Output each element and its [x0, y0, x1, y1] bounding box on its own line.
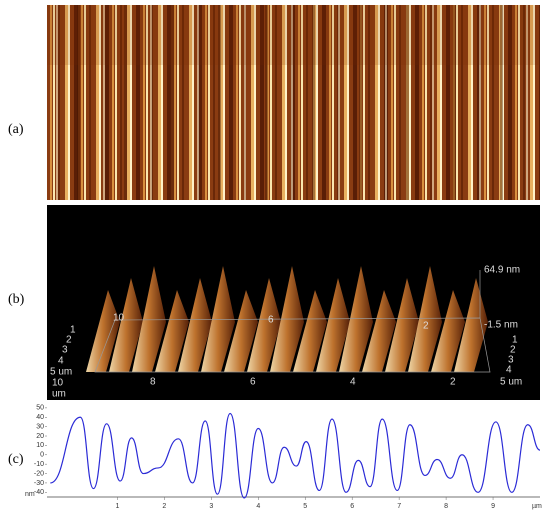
front-tick: 8: [150, 377, 156, 388]
y-unit: nm: [25, 491, 35, 498]
peak: [385, 278, 419, 372]
depth-tick: 4: [506, 365, 512, 376]
peak: [408, 266, 442, 372]
z-min: -1.5 nm: [484, 320, 518, 331]
profile-chart: 50 40 30 20 10 0 -10 -20 -30 -40 1 2 3 4 5 6 7 8 9 nm µm: [25, 405, 542, 510]
x-tick-label: 5: [303, 503, 307, 510]
back-tick: 6: [268, 315, 274, 326]
peak: [224, 290, 258, 372]
y-tick-label: 30: [36, 423, 44, 430]
panel-label: (b): [8, 292, 25, 307]
x-unit: µm: [532, 503, 542, 510]
y-tick-label: 20: [36, 433, 44, 440]
x-tick-label: 9: [491, 503, 495, 510]
front-right: 5 um: [500, 377, 522, 388]
x-tick-label: 4: [256, 503, 260, 510]
x-tick-label: 8: [444, 503, 448, 510]
back-tick: 10: [113, 313, 125, 324]
surface: [86, 266, 488, 372]
depth-tick: 3: [62, 345, 68, 356]
front-unit: um: [52, 389, 66, 400]
base-frame: [94, 317, 491, 373]
profile-line: [50, 412, 541, 499]
panel-label: (a): [8, 122, 24, 137]
peak: [293, 290, 327, 372]
front-tick: 2: [450, 377, 456, 388]
depth-tick: 1: [70, 325, 76, 336]
y-tick-label: 0: [40, 452, 44, 459]
front-tick: 6: [250, 377, 256, 388]
y-tick-label: -40: [34, 489, 44, 496]
y-tick-label: -30: [34, 480, 44, 487]
peak: [247, 278, 281, 372]
back-tick: 2: [423, 321, 429, 332]
depth-tick: 3: [508, 355, 514, 366]
y-tick-label: -10: [34, 461, 44, 468]
afm-overlay: [47, 5, 540, 200]
panel-label: (c): [8, 452, 24, 467]
peak: [201, 266, 235, 372]
y-tick-label: 10: [36, 442, 44, 449]
depth-tick: 1: [512, 335, 518, 346]
y-tick-label: -20: [34, 470, 44, 477]
afm-shade: [47, 5, 540, 65]
peak: [362, 290, 396, 372]
front-tick: 4: [350, 377, 356, 388]
front-start: 10: [52, 378, 64, 389]
peak: [178, 278, 212, 372]
depth-tick: 4: [58, 356, 64, 367]
peak: [155, 290, 189, 372]
depth-tick: 2: [510, 345, 516, 356]
peak: [431, 290, 465, 372]
depth-end: 5 um: [50, 367, 72, 378]
x-tick-label: 1: [115, 503, 119, 510]
depth-tick: 2: [66, 335, 72, 346]
peak: [454, 278, 488, 372]
x-tick-label: 3: [209, 503, 213, 510]
peak: [132, 266, 166, 372]
y-tick-label: 50: [36, 405, 44, 412]
x-tick-label: 6: [350, 503, 354, 510]
z-max: 64.9 nm: [484, 265, 520, 276]
y-tick-label: 40: [36, 414, 44, 421]
x-tick-label: 7: [397, 503, 401, 510]
x-tick-label: 2: [162, 503, 166, 510]
peak: [109, 278, 143, 372]
peak: [316, 278, 350, 372]
peak: [86, 290, 120, 372]
